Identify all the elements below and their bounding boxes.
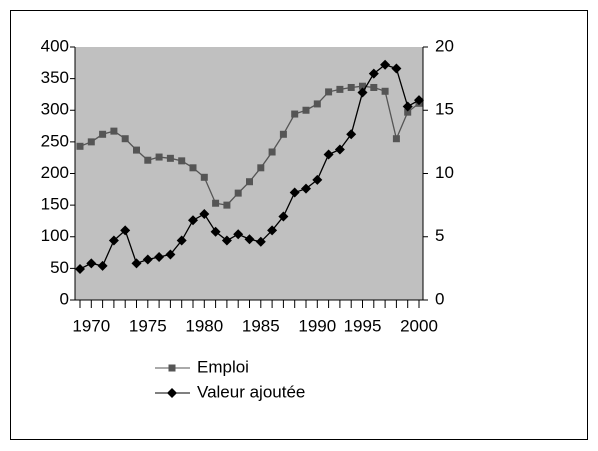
y-tick-label: 200 xyxy=(41,163,69,182)
data-point xyxy=(87,138,95,146)
data-point xyxy=(402,101,413,112)
legend-marker xyxy=(168,364,176,372)
legend-label: Valeur ajoutée xyxy=(197,382,305,401)
data-point xyxy=(368,68,379,79)
data-point xyxy=(279,130,287,138)
data-point xyxy=(155,153,163,161)
data-point xyxy=(75,264,85,275)
data-point xyxy=(120,225,131,236)
y2-tick-label: 10 xyxy=(435,163,454,182)
data-point xyxy=(199,208,210,219)
data-point xyxy=(233,229,244,240)
data-point xyxy=(178,157,186,165)
data-point xyxy=(189,164,197,172)
x-tick-label: 1985 xyxy=(242,316,280,335)
data-point xyxy=(370,83,378,91)
y-tick-label: 300 xyxy=(41,100,69,119)
data-point xyxy=(133,146,140,154)
data-point xyxy=(391,63,402,74)
y-tick-label: 250 xyxy=(41,131,69,150)
data-point xyxy=(268,148,276,156)
data-point xyxy=(325,88,333,96)
data-point xyxy=(289,187,300,198)
data-point xyxy=(244,234,255,245)
data-point xyxy=(166,154,174,162)
data-point xyxy=(267,225,278,236)
data-point xyxy=(212,199,220,207)
data-point xyxy=(404,108,412,116)
x-tick-label: 1980 xyxy=(185,316,223,335)
data-point xyxy=(210,226,221,237)
data-point xyxy=(154,251,165,262)
data-point xyxy=(76,142,84,150)
y-tick-label: 350 xyxy=(41,68,69,87)
data-point xyxy=(99,130,107,138)
data-point xyxy=(188,215,198,226)
data-point xyxy=(313,100,321,108)
x-tick-label: 1995 xyxy=(344,316,382,335)
data-point xyxy=(278,211,289,222)
data-point xyxy=(131,258,142,269)
data-point xyxy=(234,189,242,197)
data-point xyxy=(357,87,368,98)
y-tick-label: 150 xyxy=(41,195,69,214)
data-point xyxy=(142,254,153,265)
x-tick-label: 1975 xyxy=(129,316,167,335)
data-point xyxy=(323,149,334,160)
data-point xyxy=(165,249,176,260)
data-point xyxy=(176,235,187,246)
data-point xyxy=(346,129,357,140)
data-point xyxy=(86,258,97,269)
data-point xyxy=(381,87,389,95)
data-point xyxy=(257,164,265,172)
y-tick-label: 0 xyxy=(60,289,69,308)
data-point xyxy=(347,83,355,91)
data-point xyxy=(246,178,253,186)
legend-label: Emploi xyxy=(197,357,249,376)
data-point xyxy=(301,183,311,194)
data-point xyxy=(302,106,310,114)
y-tick-label: 50 xyxy=(50,258,69,277)
y2-tick-label: 0 xyxy=(435,289,444,308)
x-tick-label: 2000 xyxy=(400,316,438,335)
legend-marker xyxy=(167,388,177,398)
data-point xyxy=(110,127,118,135)
data-point xyxy=(255,236,266,247)
data-point xyxy=(336,85,344,93)
x-tick-label: 1990 xyxy=(298,316,336,335)
data-point xyxy=(144,156,152,164)
y2-tick-label: 15 xyxy=(435,100,454,119)
data-point xyxy=(334,144,345,155)
data-point xyxy=(392,135,400,143)
y-tick-label: 400 xyxy=(41,36,69,55)
data-point xyxy=(414,95,424,106)
data-point xyxy=(223,201,231,209)
data-point xyxy=(380,59,391,70)
data-point xyxy=(200,173,208,181)
x-tick-label: 1970 xyxy=(72,316,110,335)
data-point xyxy=(121,135,129,143)
data-point xyxy=(359,82,366,90)
data-point xyxy=(221,235,232,246)
data-point xyxy=(291,110,299,118)
y2-tick-label: 5 xyxy=(435,226,444,245)
data-point xyxy=(108,235,119,246)
data-point xyxy=(97,260,108,271)
y2-tick-label: 20 xyxy=(435,36,454,55)
data-point xyxy=(312,174,323,185)
y-tick-label: 100 xyxy=(41,226,69,245)
